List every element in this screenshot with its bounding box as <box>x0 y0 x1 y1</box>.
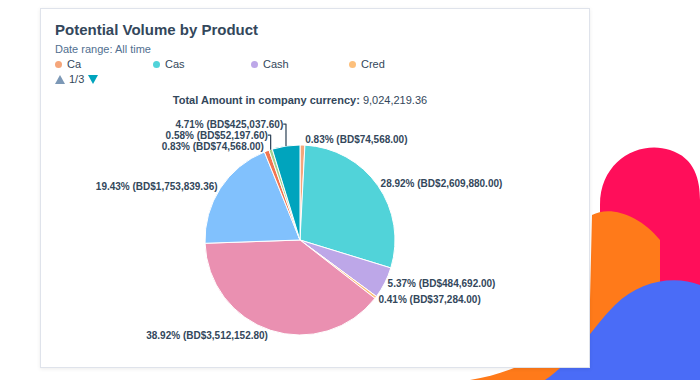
html-text:Cash: Cash <box>263 58 289 70</box>
html-text:Cred: Cred <box>361 58 385 70</box>
svg-text:0.41% (BD$37,284.00): 0.41% (BD$37,284.00) <box>378 294 480 305</box>
html-text:Date range: All time: Date range: All time <box>55 43 151 55</box>
html-text:Ca: Ca <box>67 58 82 70</box>
svg-text:4.71% (BD$425,037.60): 4.71% (BD$425,037.60) <box>175 119 283 130</box>
html-text:1/3: 1/3 <box>69 73 85 85</box>
svg-text:38.92% (BD$3,512,152.80): 38.92% (BD$3,512,152.80) <box>146 330 268 341</box>
svg-text:0.83% (BD$74,568.00): 0.83% (BD$74,568.00) <box>305 134 407 145</box>
svg-text:5.37% (BD$484,692.00): 5.37% (BD$484,692.00) <box>388 278 496 289</box>
html-text:Cas: Cas <box>165 58 185 70</box>
svg-text:0.58% (BD$52,197.60): 0.58% (BD$52,197.60) <box>166 130 268 141</box>
html-text:Total Amount in company curren: Total Amount in company currency: 9,024,… <box>172 94 428 106</box>
html-text:Potential Volume by Product: Potential Volume by Product <box>55 21 259 38</box>
svg-text:0.83% (BD$74,568.00): 0.83% (BD$74,568.00) <box>162 141 264 152</box>
svg-text:19.43% (BD$1,753,839.36): 19.43% (BD$1,753,839.36) <box>96 181 218 192</box>
svg-text:28.92% (BD$2,609,880.00): 28.92% (BD$2,609,880.00) <box>381 178 503 189</box>
